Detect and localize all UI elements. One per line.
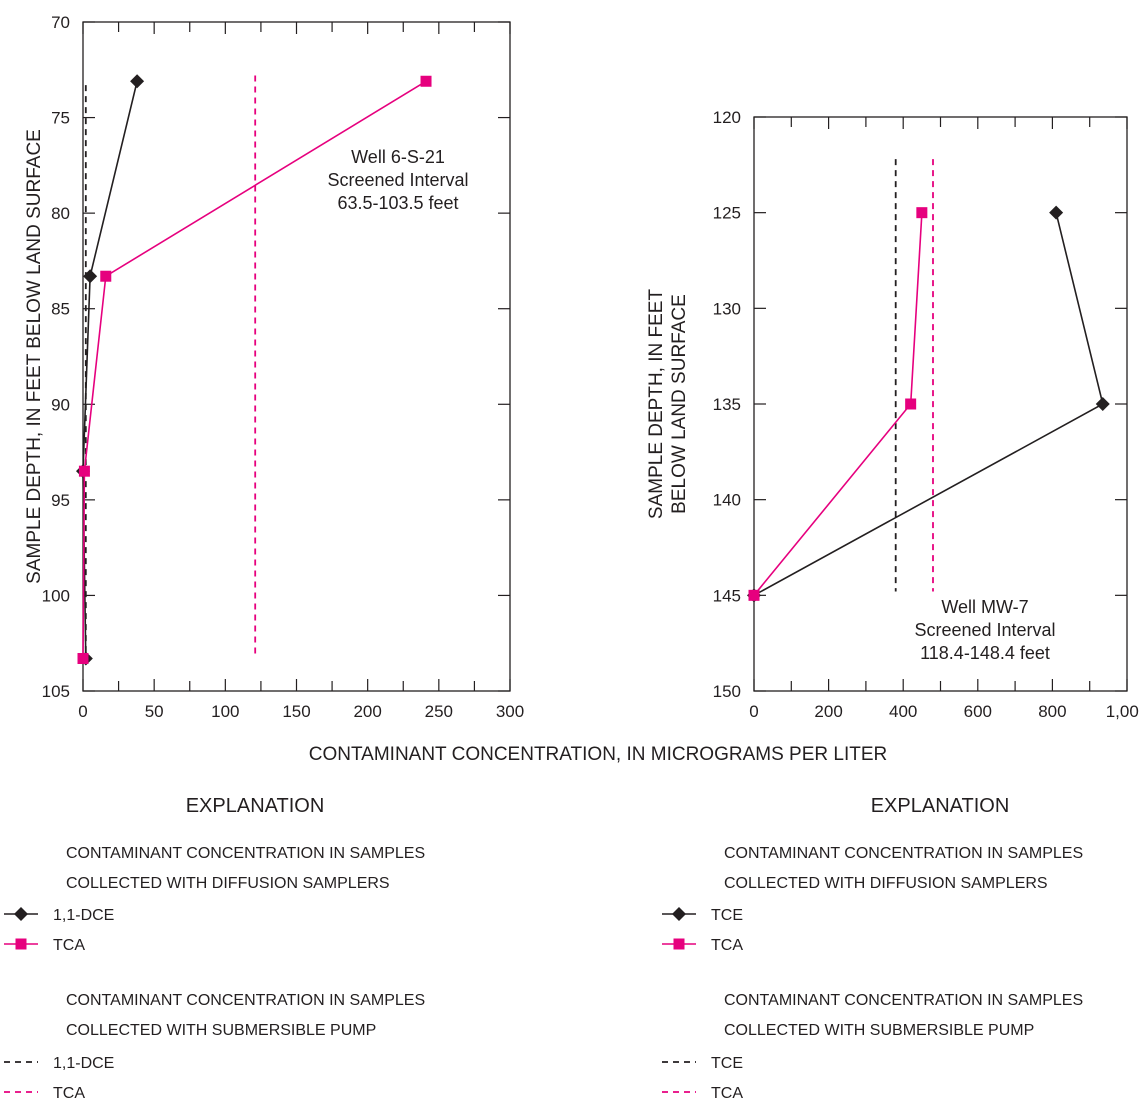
chart-panel-2: 120 125 130 135 140 145 150 0 200 400 600 800 1,000 S… bbox=[646, 108, 1139, 721]
legend-diamond-marker bbox=[672, 907, 686, 921]
square-marker bbox=[905, 398, 917, 410]
x-tick-label: 300 bbox=[496, 702, 524, 721]
square-marker bbox=[100, 270, 112, 282]
legend-item-label: TCE bbox=[711, 1055, 743, 1072]
y-axis-title: SAMPLE DEPTH, IN FEET BELOW LAND SURFACE bbox=[646, 289, 690, 520]
x-tick-label: 200 bbox=[814, 702, 842, 721]
legend-group-heading: CONTAMINANT CONCENTRATION IN SAMPLES bbox=[66, 845, 425, 862]
diamond-marker bbox=[130, 74, 145, 89]
legend-group-heading: CONTAMINANT CONCENTRATION IN SAMPLES bbox=[724, 845, 1083, 862]
y-tick-label: 125 bbox=[713, 204, 741, 223]
well-annotation-line: 63.5-103.5 feet bbox=[337, 193, 458, 213]
y-axis-title: SAMPLE DEPTH, IN FEET BELOW LAND SURFACE bbox=[24, 129, 45, 584]
x-tick-label: 50 bbox=[145, 702, 164, 721]
square-marker bbox=[78, 465, 90, 477]
diamond-marker bbox=[1095, 397, 1110, 411]
series-line-tca bbox=[753, 212, 923, 596]
y-tick-label: 135 bbox=[713, 395, 741, 414]
y-tick-label: 80 bbox=[51, 204, 70, 223]
legend-1: EXPLANATION CONTAMINANT CONCENTRATION IN … bbox=[4, 795, 425, 1102]
legend-item-label: 1,1-DCE bbox=[53, 1055, 114, 1072]
y-tick-label: 90 bbox=[51, 395, 70, 414]
legend-title: EXPLANATION bbox=[871, 795, 1010, 817]
x-tick-label: 800 bbox=[1038, 702, 1066, 721]
legend-group-heading: COLLECTED WITH SUBMERSIBLE PUMP bbox=[724, 1022, 1034, 1039]
well-annotation-line: Screened Interval bbox=[327, 170, 468, 190]
legend-item-label: TCA bbox=[53, 937, 85, 954]
legend-group-heading: COLLECTED WITH DIFFUSION SAMPLERS bbox=[724, 875, 1048, 892]
square-marker bbox=[420, 75, 432, 87]
x-tick-label: 0 bbox=[749, 702, 758, 721]
square-marker bbox=[916, 207, 928, 219]
legend-item-label: TCA bbox=[711, 937, 743, 954]
diamond-marker bbox=[1049, 205, 1064, 220]
legend-item-label: 1,1-DCE bbox=[53, 907, 114, 924]
square-marker bbox=[77, 653, 89, 665]
y-tick-label: 95 bbox=[51, 491, 70, 510]
y-tick-label: 105 bbox=[42, 682, 70, 701]
y-axis-title-line: SAMPLE DEPTH, IN FEET bbox=[646, 289, 667, 520]
series-line-1-1-dce bbox=[82, 81, 138, 659]
x-tick-label: 100 bbox=[211, 702, 239, 721]
y-tick-label: 70 bbox=[51, 13, 70, 32]
well-annotation-line: Well MW-7 bbox=[941, 597, 1028, 617]
x-tick-label: 0 bbox=[78, 702, 87, 721]
well-annotation-line: Well 6-S-21 bbox=[351, 147, 445, 167]
y-tick-label: 85 bbox=[51, 300, 70, 319]
y-axis-title-line: BELOW LAND SURFACE bbox=[669, 294, 690, 514]
well-annotation-line: 118.4-148.4 feet bbox=[920, 643, 1050, 663]
well-annotation-line: Screened Interval bbox=[914, 620, 1055, 640]
shared-x-axis-title: CONTAMINANT CONCENTRATION, IN MICROGRAMS… bbox=[309, 744, 887, 765]
legend-title: EXPLANATION bbox=[186, 795, 325, 817]
y-tick-label: 75 bbox=[51, 109, 70, 128]
x-tick-label: 600 bbox=[964, 702, 992, 721]
y-tick-label: 140 bbox=[713, 491, 741, 510]
legend-diamond-marker bbox=[14, 907, 28, 921]
x-tick-label: 1,000 bbox=[1106, 702, 1139, 721]
x-tick-label: 250 bbox=[425, 702, 453, 721]
legend-item-label: TCA bbox=[711, 1085, 743, 1102]
square-marker bbox=[748, 589, 760, 601]
legend-square-marker bbox=[15, 938, 27, 950]
series-line-tce bbox=[753, 212, 1104, 597]
legend-group-heading: CONTAMINANT CONCENTRATION IN SAMPLES bbox=[66, 992, 425, 1009]
legend-group-heading: COLLECTED WITH DIFFUSION SAMPLERS bbox=[66, 875, 390, 892]
legend-square-marker bbox=[673, 938, 685, 950]
y-tick-label: 120 bbox=[713, 108, 741, 127]
diamond-marker bbox=[83, 269, 98, 284]
legend-group-heading: CONTAMINANT CONCENTRATION IN SAMPLES bbox=[724, 992, 1083, 1009]
y-tick-label: 150 bbox=[713, 682, 741, 701]
plot-frame bbox=[82, 21, 511, 692]
series-line-tca bbox=[82, 80, 427, 659]
chart-panel-1: 70 75 80 85 90 95 100 105 0 50 100 150 200 250 300 SAMP… bbox=[24, 13, 524, 721]
legend-group-heading: COLLECTED WITH SUBMERSIBLE PUMP bbox=[66, 1022, 376, 1039]
x-tick-label: 200 bbox=[353, 702, 381, 721]
x-tick-label: 150 bbox=[282, 702, 310, 721]
x-tick-label: 400 bbox=[889, 702, 917, 721]
y-tick-label: 130 bbox=[713, 299, 741, 318]
legend-2: EXPLANATION CONTAMINANT CONCENTRATION IN … bbox=[662, 795, 1083, 1102]
y-tick-label: 145 bbox=[713, 586, 741, 605]
y-tick-label: 100 bbox=[42, 586, 70, 605]
legend-item-label: TCE bbox=[711, 907, 743, 924]
legend-item-label: TCA bbox=[53, 1085, 85, 1102]
